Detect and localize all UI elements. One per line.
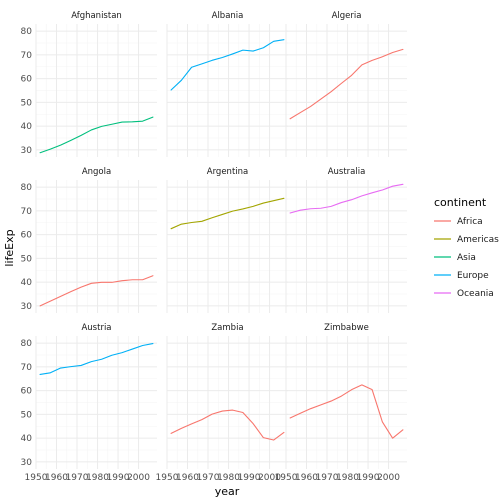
x-tick-label: 1990: [238, 473, 261, 483]
series-line: [39, 275, 154, 307]
y-tick-label: 40: [21, 278, 33, 288]
y-tick-label: 30: [21, 146, 33, 156]
x-tick-label: 1960: [176, 473, 199, 483]
y-axis-title: lifeExp: [3, 229, 16, 266]
y-tick-label: 60: [21, 75, 33, 85]
series-line: [39, 116, 154, 154]
y-tick-label: 70: [21, 207, 33, 217]
facet-strip-label: Argentina: [207, 167, 248, 177]
y-tick-label: 70: [21, 51, 33, 61]
x-tick-label: 1950: [156, 473, 179, 483]
facet-strip-label: Algeria: [332, 11, 362, 21]
x-tick-label: 1980: [336, 473, 359, 483]
y-tick-label: 30: [21, 458, 33, 468]
facet-panel: Afghanistan 30 40 50 60 70 80: [21, 11, 157, 157]
legend-label: Oceania: [457, 289, 494, 299]
facet-strip-label: Angola: [82, 167, 111, 177]
x-tick-label: 1990: [357, 473, 380, 483]
facet-panel: Albania: [166, 11, 288, 157]
x-tick-label: 2000: [258, 473, 281, 483]
series-line: [289, 183, 404, 214]
x-tick-label: 1970: [66, 473, 89, 483]
facet-strip-label: Zimbabwe: [324, 323, 369, 333]
y-tick-label: 50: [21, 410, 33, 420]
x-tick-label: 1990: [107, 473, 130, 483]
legend-label: Asia: [457, 253, 476, 263]
facet-panel: Australia: [285, 167, 407, 313]
facet-strip-label: Austria: [81, 323, 111, 333]
facet-panel: Angola 30 40 50 60 70 80: [21, 167, 157, 313]
y-tick-label: 50: [21, 98, 33, 108]
y-tick-label: 60: [21, 387, 33, 397]
x-tick-label: 1970: [197, 473, 220, 483]
legend-item: Europe: [434, 271, 489, 281]
series-line: [289, 384, 404, 439]
facet-panels: Afghanistan 30 40 50 60 70 80 Albania Algeria Ang…: [21, 11, 407, 483]
x-axis-title: year: [215, 485, 240, 498]
series-line: [170, 197, 285, 230]
y-tick-label: 50: [21, 254, 33, 264]
x-tick-label: 1970: [316, 473, 339, 483]
facet-strip-label: Zambia: [211, 323, 243, 333]
facet-strip-label: Afghanistan: [71, 11, 122, 21]
facet-strip-label: Albania: [212, 11, 244, 21]
series-line: [39, 343, 154, 376]
legend-item: Asia: [434, 253, 476, 263]
legend-label: Africa: [457, 217, 483, 227]
legend-label: Europe: [457, 271, 489, 281]
x-tick-label: 2000: [377, 473, 400, 483]
x-tick-label: 1960: [45, 473, 68, 483]
legend-item: Africa: [434, 217, 483, 227]
x-tick-label: 1960: [295, 473, 318, 483]
legend-label: Americas: [457, 235, 499, 245]
y-tick-label: 80: [21, 27, 33, 37]
y-tick-label: 30: [21, 302, 33, 312]
x-tick-label: 1950: [275, 473, 298, 483]
y-tick-label: 80: [21, 339, 33, 349]
y-tick-label: 40: [21, 122, 33, 132]
x-tick-label: 2000: [127, 473, 150, 483]
x-tick-label: 1950: [25, 473, 48, 483]
series-line: [289, 48, 404, 120]
facet-panel: Argentina: [166, 167, 288, 313]
legend-title: continent: [434, 196, 487, 209]
x-tick-label: 1980: [86, 473, 109, 483]
facet-panel: Austria 30 40 50 60 70 80 195019601970198019902…: [21, 323, 157, 483]
legend: continent Africa Americas Asia Europe Oceani…: [434, 196, 499, 299]
facet-panel: Algeria: [285, 11, 407, 157]
y-tick-label: 80: [21, 183, 33, 193]
legend-item: Americas: [434, 235, 499, 245]
x-tick-label: 1980: [217, 473, 240, 483]
series-line: [170, 409, 285, 441]
legend-item: Oceania: [434, 289, 494, 299]
y-tick-label: 40: [21, 434, 33, 444]
series-line: [170, 39, 285, 91]
y-tick-label: 60: [21, 231, 33, 241]
facet-strip-label: Australia: [328, 167, 366, 177]
y-tick-label: 70: [21, 363, 33, 373]
